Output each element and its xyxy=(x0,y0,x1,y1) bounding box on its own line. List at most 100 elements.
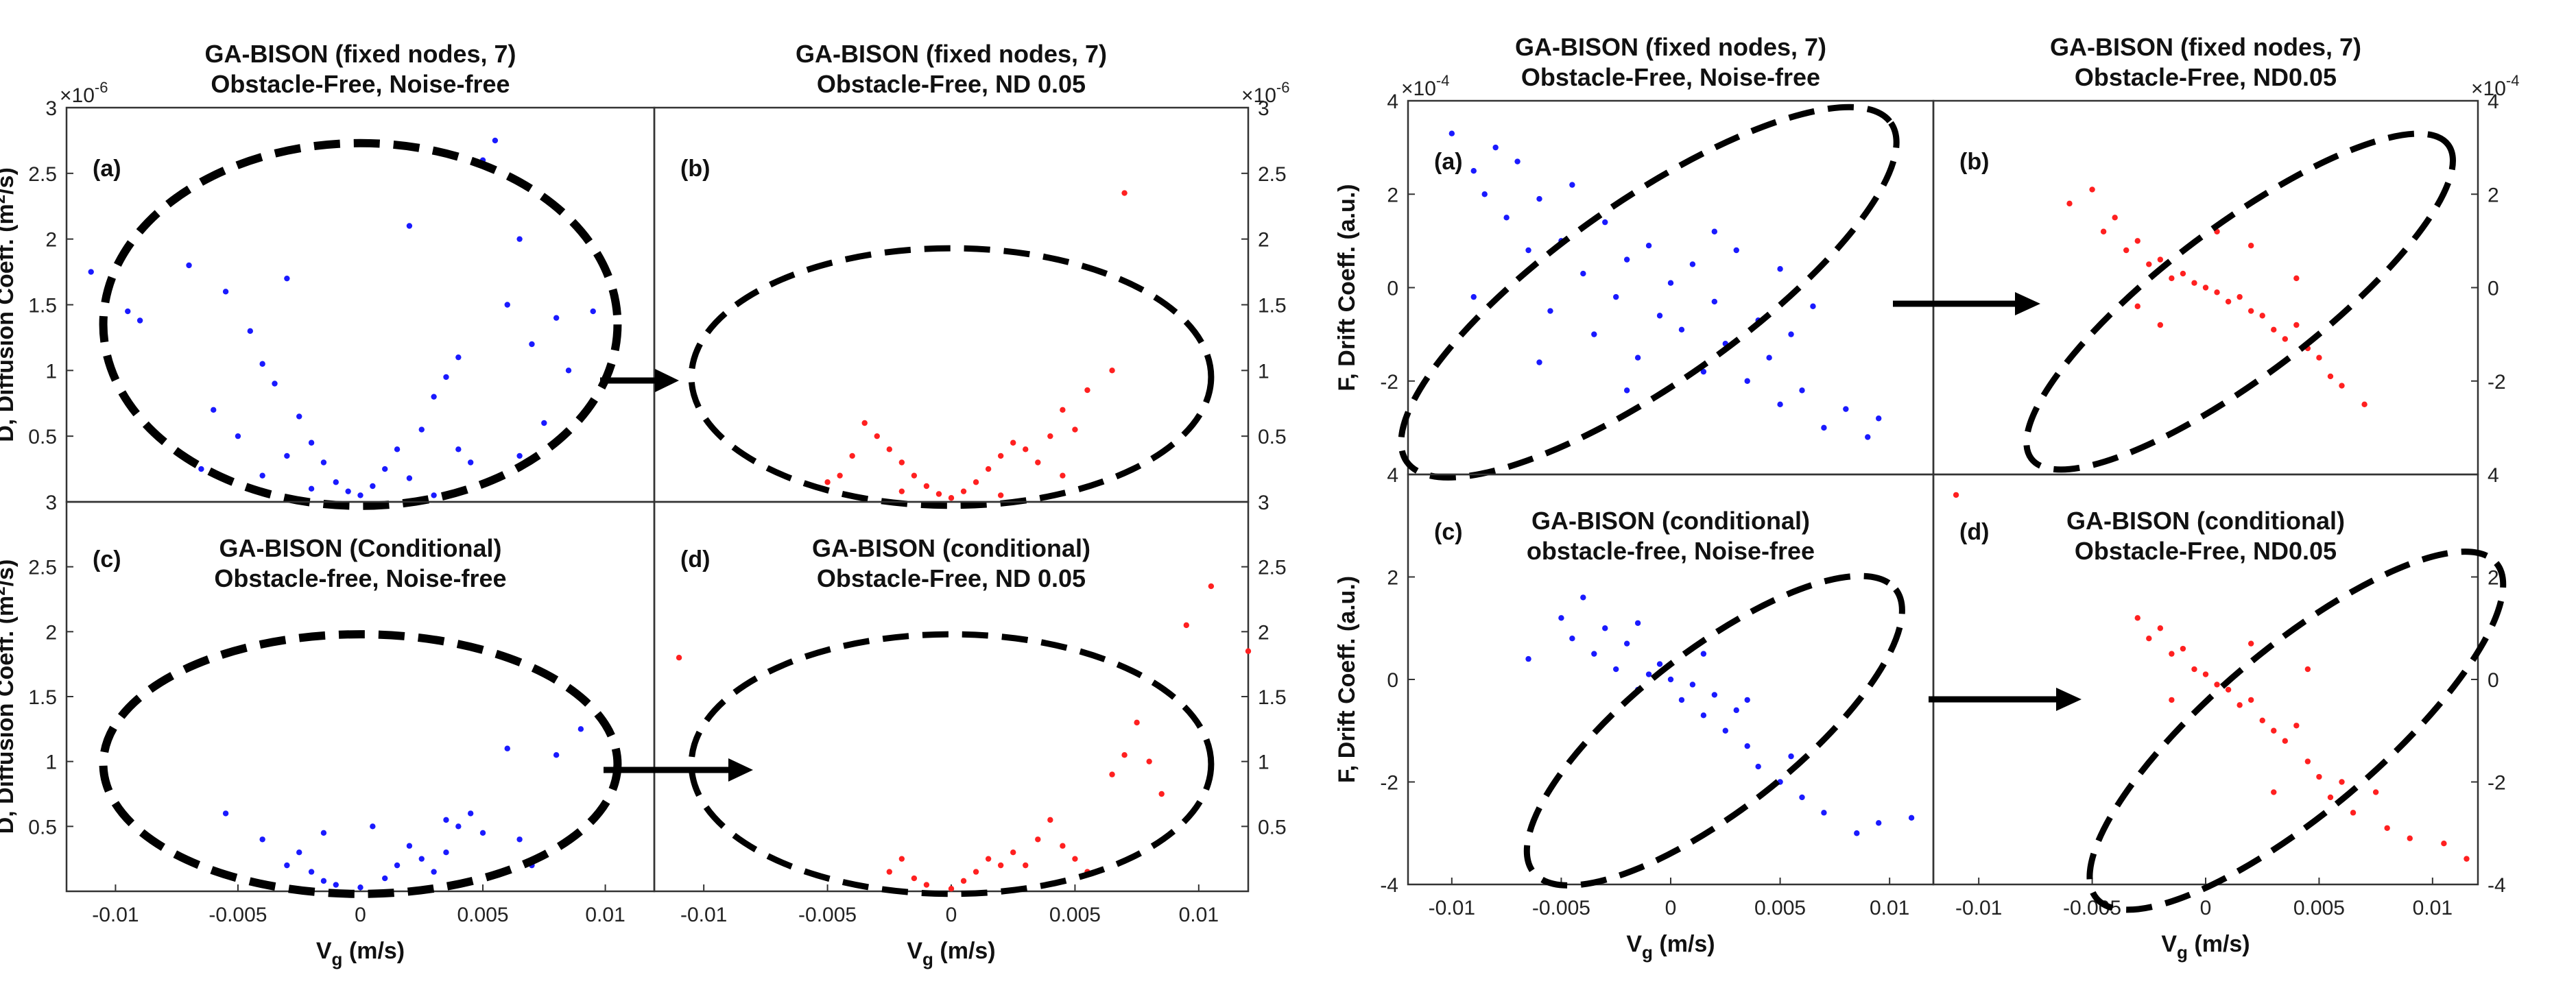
data-point xyxy=(1744,697,1750,703)
data-point xyxy=(565,367,572,374)
data-point xyxy=(333,882,339,888)
data-point xyxy=(308,485,315,492)
x-tick-label: -0.005 xyxy=(208,904,267,926)
data-point xyxy=(1634,354,1641,361)
data-point xyxy=(1580,270,1586,277)
data-point xyxy=(1536,195,1542,202)
panel-title: GA-BISON (Conditional) xyxy=(219,534,502,562)
plot-frame xyxy=(1407,99,1935,476)
axis-exponent: ×10-4 xyxy=(2471,72,2519,100)
data-point xyxy=(296,413,302,420)
data-point xyxy=(2157,625,2164,631)
data-point xyxy=(320,830,327,836)
data-point xyxy=(467,810,474,817)
x-axis: -0.01 -0.005 0 0.005 0.01 xyxy=(92,884,625,926)
panel-tag: (a) xyxy=(93,156,121,182)
data-point xyxy=(898,856,905,862)
data-point xyxy=(985,466,992,472)
y-tick-label: 1 xyxy=(45,751,57,774)
data-point xyxy=(2304,758,2311,764)
data-point xyxy=(418,426,425,433)
data-point xyxy=(1602,219,1608,226)
data-point xyxy=(296,849,302,856)
data-point xyxy=(2464,856,2470,862)
y-axis: -4 -2 0 2 4 xyxy=(2471,464,2506,897)
data-point xyxy=(1023,446,1029,453)
x-tick-label: 0.01 xyxy=(585,904,625,926)
data-point xyxy=(1558,615,1564,621)
data-point xyxy=(2180,270,2186,277)
data-point xyxy=(2327,373,2334,380)
data-point xyxy=(1580,594,1586,601)
y-tick-label: -2 xyxy=(2488,772,2506,795)
data-point xyxy=(1689,682,1696,688)
data-point xyxy=(886,869,892,875)
y-tick-label: 2 xyxy=(1387,184,1398,206)
data-point xyxy=(1146,758,1152,764)
data-point xyxy=(1613,293,1619,300)
data-point xyxy=(1525,247,1531,254)
plot-frame xyxy=(653,106,1250,503)
data-point xyxy=(1503,215,1510,221)
data-point xyxy=(284,453,290,459)
y-tick-label: 2 xyxy=(1387,567,1398,590)
data-point xyxy=(824,479,831,485)
x-tick-label: 0.01 xyxy=(2413,897,2453,919)
data-point xyxy=(1645,242,1652,249)
y-tick-label: 0.5 xyxy=(1258,816,1287,839)
data-point xyxy=(1678,326,1685,333)
data-point xyxy=(2316,354,2322,361)
data-point xyxy=(1953,492,1959,498)
y-tick-label: 1.5 xyxy=(1258,295,1287,317)
panel-drift-d: GA-BISON (conditional)Obstacle-Free, ND0… xyxy=(1932,464,2507,963)
data-point xyxy=(973,479,979,485)
data-point xyxy=(2271,727,2277,734)
panel-diffusion-b: GA-BISON (fixed nodes, 7)Obstacle-Free, … xyxy=(653,40,1289,509)
x-axis: -0.01 -0.005 0 0.005 0.01 xyxy=(1955,878,2453,919)
x-tick-label: 0 xyxy=(355,904,366,926)
y-tick-label: -2 xyxy=(1380,772,1398,795)
data-point xyxy=(1821,424,1827,431)
data-point xyxy=(357,492,363,498)
data-point xyxy=(443,817,449,823)
data-point xyxy=(997,453,1004,459)
x-axis-label: Vg (m/s) xyxy=(316,938,405,969)
data-point xyxy=(1591,331,1597,337)
scatter-series xyxy=(824,190,1128,501)
cluster-ellipse xyxy=(99,138,622,510)
data-point xyxy=(1448,130,1455,136)
data-point xyxy=(2169,651,2175,657)
plot-frame xyxy=(1932,473,2479,886)
data-point xyxy=(1821,810,1827,816)
y-tick-label: 2.5 xyxy=(28,163,57,186)
data-point xyxy=(874,433,880,439)
data-point xyxy=(1035,836,1041,843)
data-point xyxy=(418,856,425,862)
data-point xyxy=(1035,459,1041,466)
y-tick-label: 0 xyxy=(1387,278,1398,300)
data-point xyxy=(923,882,930,888)
data-point xyxy=(2146,636,2152,642)
data-point xyxy=(2157,322,2164,328)
y-tick-label: 4 xyxy=(2488,464,2499,487)
data-point xyxy=(516,453,523,459)
y-tick-label: 2.5 xyxy=(1258,557,1287,579)
data-point xyxy=(1591,651,1597,657)
y-tick-label: 2 xyxy=(45,621,57,644)
data-point xyxy=(1744,743,1750,749)
panel-title: Obstacle-Free, Noise-free xyxy=(1521,63,1820,91)
panel-title: GA-BISON (conditional) xyxy=(812,534,1090,562)
data-point xyxy=(406,843,413,849)
data-point xyxy=(1744,378,1750,384)
data-point xyxy=(406,223,413,229)
data-point xyxy=(357,884,363,891)
data-point xyxy=(1733,247,1739,254)
data-point xyxy=(2441,841,2447,847)
data-point xyxy=(590,308,596,315)
data-point xyxy=(1678,697,1685,703)
data-point xyxy=(2202,285,2209,291)
data-point xyxy=(443,374,449,381)
data-point xyxy=(1023,862,1029,869)
data-point xyxy=(2112,215,2118,221)
